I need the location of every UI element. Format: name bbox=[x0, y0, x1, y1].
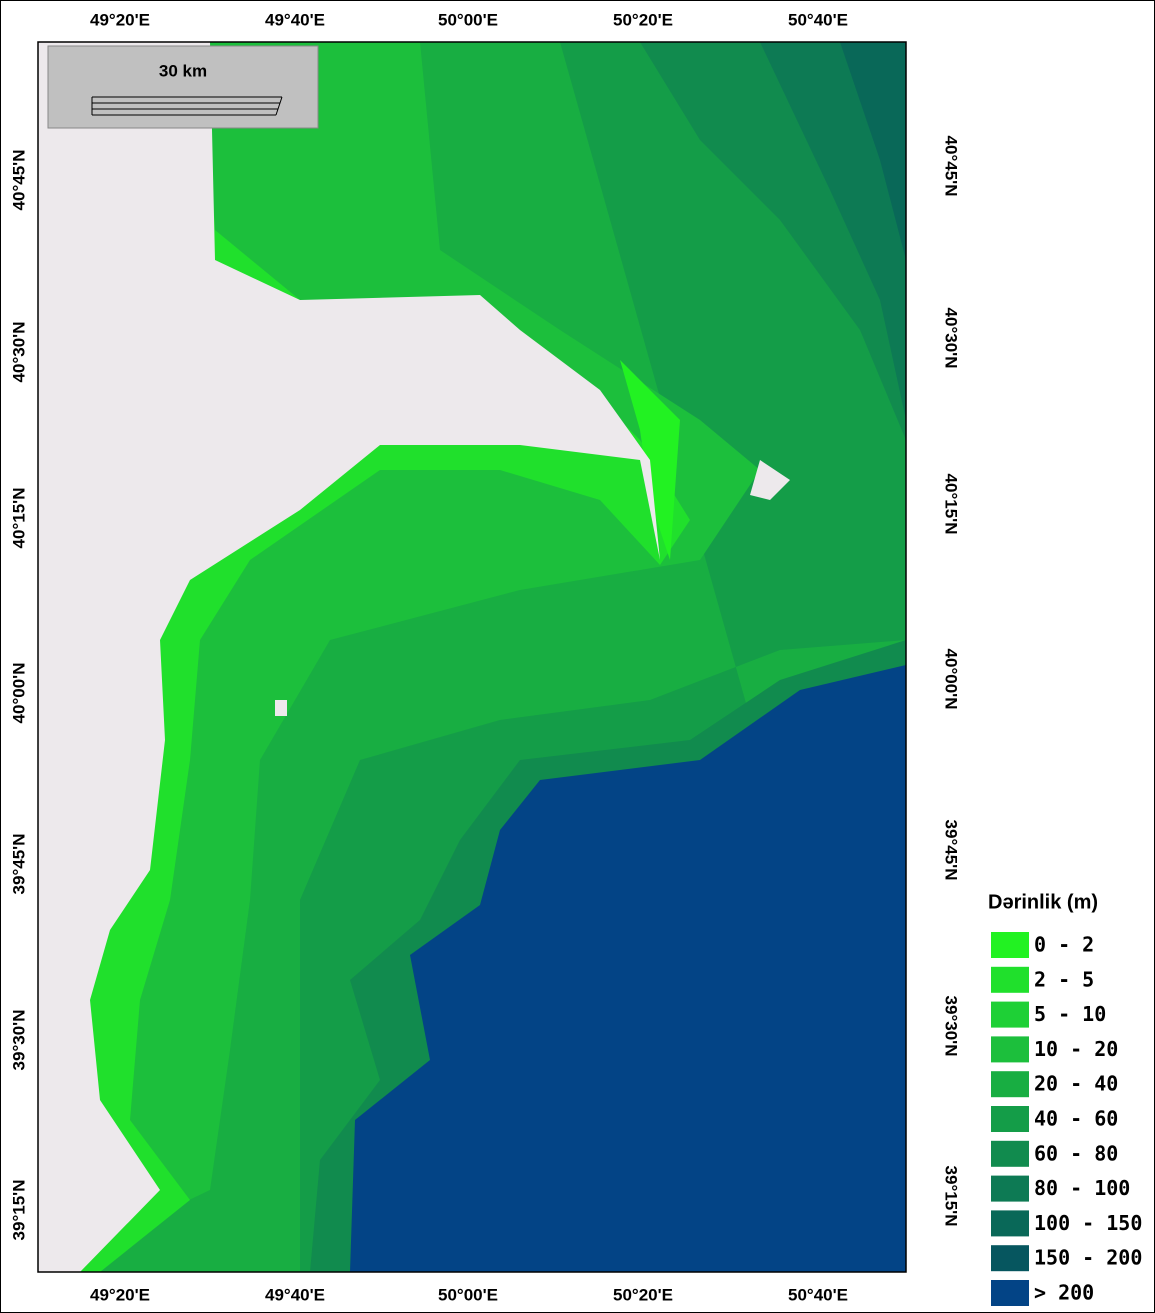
scale-box bbox=[48, 46, 318, 128]
latitude-label: 40°30'N bbox=[942, 308, 961, 369]
map-area bbox=[38, 42, 906, 1272]
latitude-label: 39°15'N bbox=[9, 1180, 28, 1241]
longitude-label: 49°40'E bbox=[265, 1285, 325, 1304]
latitude-label: 39°30'N bbox=[9, 1010, 28, 1071]
legend-label: 2 - 5 bbox=[1034, 967, 1094, 991]
legend-label: 5 - 10 bbox=[1034, 1002, 1106, 1026]
latitude-label: 39°45'N bbox=[942, 820, 961, 881]
latitude-label: 40°00'N bbox=[9, 663, 28, 724]
legend-swatch bbox=[991, 1210, 1029, 1236]
latitude-label: 40°15'N bbox=[942, 474, 961, 535]
longitude-label: 50°20'E bbox=[613, 1285, 673, 1304]
legend-label: 20 - 40 bbox=[1034, 1072, 1118, 1096]
longitude-label: 50°40'E bbox=[788, 1285, 848, 1304]
legend-label: 150 - 200 bbox=[1034, 1246, 1142, 1270]
legend-label: 0 - 2 bbox=[1034, 933, 1094, 957]
scale-bar: 30 km bbox=[48, 46, 318, 128]
longitude-label: 50°00'E bbox=[438, 10, 498, 29]
legend-swatch bbox=[991, 1176, 1029, 1202]
latitude-label: 40°15'N bbox=[9, 488, 28, 549]
legend-swatch bbox=[991, 1106, 1029, 1132]
legend-label: 10 - 20 bbox=[1034, 1037, 1118, 1061]
legend-label: 60 - 80 bbox=[1034, 1141, 1118, 1165]
islet bbox=[275, 700, 287, 716]
latitude-label: 40°45'N bbox=[9, 150, 28, 211]
legend-swatch bbox=[991, 932, 1029, 958]
longitude-label: 49°20'E bbox=[90, 1285, 150, 1304]
latitude-label: 40°00'N bbox=[942, 649, 961, 710]
latitude-label: 39°45'N bbox=[9, 834, 28, 895]
legend-swatch bbox=[991, 1245, 1029, 1271]
legend-swatch bbox=[991, 1280, 1029, 1306]
legend-label: > 200 bbox=[1034, 1281, 1094, 1305]
longitude-label: 50°40'E bbox=[788, 10, 848, 29]
legend-label: 100 - 150 bbox=[1034, 1211, 1142, 1235]
legend-label: 80 - 100 bbox=[1034, 1176, 1130, 1200]
latitude-label: 39°15'N bbox=[942, 1166, 961, 1227]
legend-label: 40 - 60 bbox=[1034, 1107, 1118, 1131]
legend-swatch bbox=[991, 967, 1029, 993]
longitude-label: 49°40'E bbox=[265, 10, 325, 29]
legend-swatch bbox=[991, 1036, 1029, 1062]
latitude-label: 39°30'N bbox=[942, 996, 961, 1057]
legend-swatch bbox=[991, 1071, 1029, 1097]
longitude-label: 50°20'E bbox=[613, 10, 673, 29]
latitude-label: 40°30'N bbox=[9, 322, 28, 383]
legend-title: Dərinlik (m) bbox=[988, 891, 1098, 913]
legend-swatch bbox=[991, 1002, 1029, 1028]
scale-label: 30 km bbox=[159, 61, 207, 80]
map-figure: 30 km 49°20'E 49°40'E 50°00'E 50°20'E 50°40'… bbox=[0, 0, 1155, 1313]
longitude-label: 50°00'E bbox=[438, 1285, 498, 1304]
latitude-label: 40°45'N bbox=[942, 136, 961, 197]
longitude-label: 49°20'E bbox=[90, 10, 150, 29]
legend-swatch bbox=[991, 1141, 1029, 1167]
